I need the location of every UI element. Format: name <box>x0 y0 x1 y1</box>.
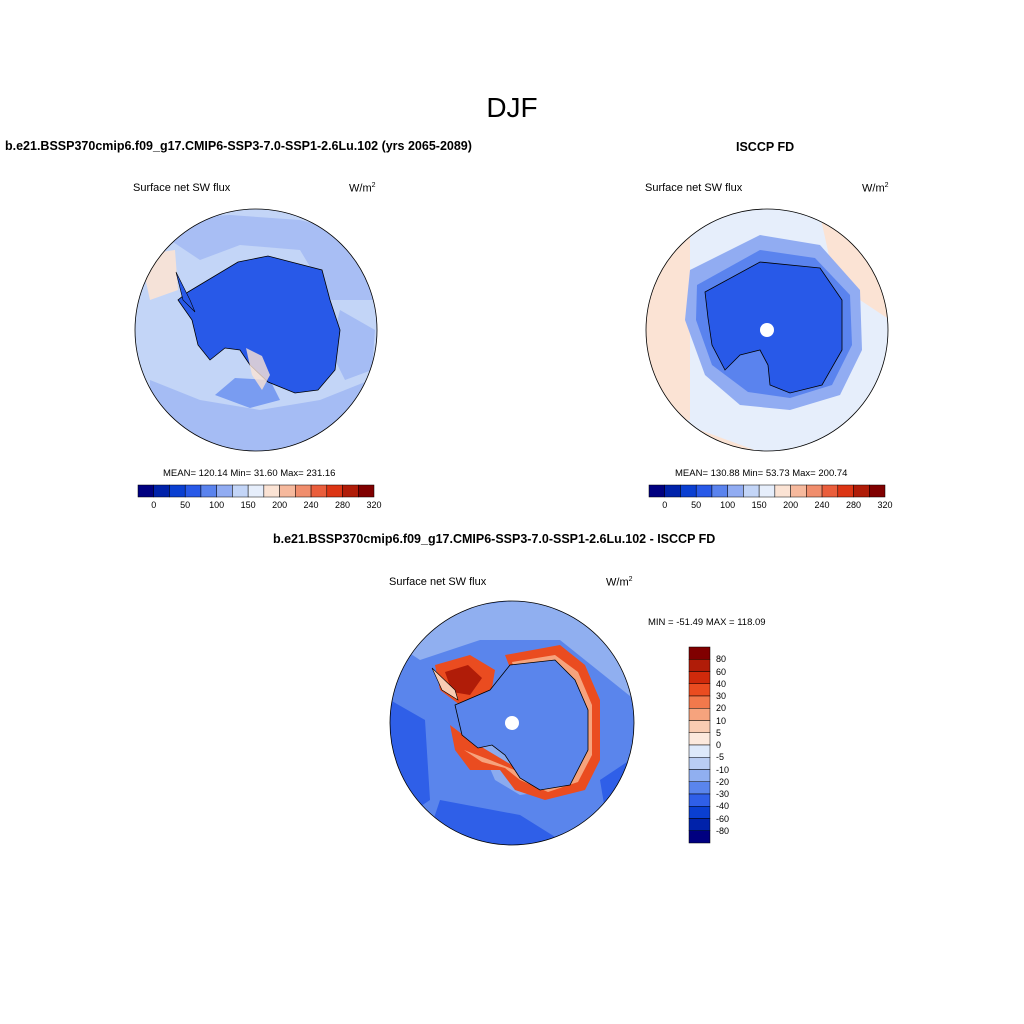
colorbar-tick-label: 280 <box>335 500 351 510</box>
colorbar-tick-label: -60 <box>716 813 730 824</box>
colorbar-tick-label: 150 <box>751 500 767 510</box>
colorbar-swatch <box>216 484 233 498</box>
colorbar-swatch <box>727 484 744 498</box>
colorbar-tick-label: 10 <box>716 715 727 726</box>
colorbar-swatch <box>680 484 697 498</box>
colorbar-tick-label: -80 <box>716 825 730 836</box>
panel-3-units: W/m2 <box>606 576 633 589</box>
colorbar-swatch <box>688 818 711 831</box>
colorbar-swatch <box>648 484 665 498</box>
colorbar-swatch <box>758 484 776 498</box>
colorbar-tick-label: -20 <box>716 776 730 787</box>
colorbar-swatch <box>169 484 186 498</box>
colorbar-swatch <box>263 484 280 498</box>
colorbar-tick-label: -40 <box>716 801 730 812</box>
colorbar-swatch <box>688 757 711 770</box>
colorbar-swatch <box>688 646 711 660</box>
colorbar-swatch <box>821 484 839 498</box>
colorbar-swatch <box>688 695 711 709</box>
colorbar-swatch <box>326 484 343 498</box>
panel-1-units: W/m2 <box>349 182 376 195</box>
map-model <box>135 209 377 451</box>
colorbar-tick-label: 60 <box>716 666 727 677</box>
colorbar-tick-label: 50 <box>180 500 191 510</box>
panel-2-stats: MEAN= 130.88 Min= 53.73 Max= 200.74 <box>675 468 848 479</box>
colorbar-obs <box>648 484 886 498</box>
colorbar-tick-label: 40 <box>716 678 727 689</box>
colorbar-swatch <box>184 484 202 498</box>
colorbar-swatch <box>247 484 265 498</box>
colorbar-swatch <box>310 484 328 498</box>
colorbar-swatch <box>688 769 711 782</box>
colorbar-swatch <box>342 484 359 498</box>
colorbar-swatch <box>806 484 823 498</box>
colorbar-swatch <box>774 484 791 498</box>
colorbar-tick-label: 100 <box>209 500 225 510</box>
panel-1-title: b.e21.BSSP370cmip6.f09_g17.CMIP6-SSP3-7.… <box>5 139 472 153</box>
colorbar-tick-label: 0 <box>662 500 668 510</box>
colorbar-tick-label: 150 <box>240 500 256 510</box>
colorbar-tick-label: 30 <box>716 691 727 701</box>
panel-3-variable: Surface net SW flux <box>389 576 487 588</box>
colorbar-swatch <box>688 708 711 721</box>
colorbar-swatch <box>688 720 711 733</box>
main-title: DJF <box>486 92 538 123</box>
panel-2-units: W/m2 <box>862 182 889 195</box>
colorbar-swatch <box>790 484 807 498</box>
colorbar-tick-label: 100 <box>720 500 736 510</box>
colorbar-tick-label: 240 <box>814 500 830 510</box>
colorbar-tick-label: 320 <box>366 500 382 510</box>
colorbar-swatch <box>688 659 711 672</box>
colorbar-swatch <box>200 484 217 498</box>
colorbar-swatch <box>695 484 713 498</box>
colorbar-swatch <box>837 484 854 498</box>
colorbar-model <box>137 484 375 498</box>
colorbar-swatch <box>279 484 296 498</box>
colorbar-swatch <box>153 484 170 498</box>
panel-3-title: b.e21.BSSP370cmip6.f09_g17.CMIP6-SSP3-7.… <box>273 532 716 546</box>
colorbar-swatch <box>853 484 870 498</box>
colorbar-swatch <box>711 484 728 498</box>
colorbar-tick-label: 200 <box>272 500 288 510</box>
panel-2-variable: Surface net SW flux <box>645 182 743 194</box>
colorbar-tick-label: 240 <box>303 500 319 510</box>
panel-3-stats: MIN = -51.49 MAX = 118.09 <box>648 617 766 628</box>
colorbar-difference <box>688 646 711 844</box>
colorbar-swatch <box>688 781 711 795</box>
colorbar-swatch <box>688 683 711 697</box>
panel-2-title: ISCCP FD <box>736 140 795 154</box>
colorbar-tick-label: 20 <box>716 703 727 714</box>
colorbar-swatch <box>688 744 711 758</box>
colorbar-swatch <box>743 484 760 498</box>
colorbar-tick-label: 280 <box>846 500 862 510</box>
colorbar-swatch <box>688 732 711 746</box>
colorbar-tick-label: 200 <box>783 500 799 510</box>
colorbar-swatch <box>869 484 886 498</box>
colorbar-tick-label: 320 <box>877 500 893 510</box>
colorbar-tick-label: 0 <box>151 500 157 510</box>
colorbar-tick-label: 5 <box>716 727 722 738</box>
colorbar-tick-label: 80 <box>716 654 727 665</box>
colorbar-swatch <box>358 484 375 498</box>
colorbar-swatch <box>688 793 711 807</box>
colorbar-swatch <box>232 484 249 498</box>
colorbar-swatch <box>295 484 312 498</box>
colorbar-tick-label: -10 <box>716 764 730 775</box>
colorbar-swatch <box>664 484 681 498</box>
colorbar-tick-label: -30 <box>716 789 730 799</box>
colorbar-swatch <box>688 671 711 684</box>
colorbar-swatch <box>688 806 711 819</box>
map-obs <box>646 209 888 451</box>
panel-1-variable: Surface net SW flux <box>133 182 231 194</box>
colorbar-swatch <box>688 830 711 844</box>
colorbar-swatch <box>137 484 154 498</box>
map-difference <box>390 601 634 845</box>
colorbar-tick-label: 0 <box>716 740 722 750</box>
colorbar-tick-label: -5 <box>716 752 725 763</box>
colorbar-tick-label: 50 <box>691 500 702 510</box>
panel-1-stats: MEAN= 120.14 Min= 31.60 Max= 231.16 <box>163 468 336 479</box>
